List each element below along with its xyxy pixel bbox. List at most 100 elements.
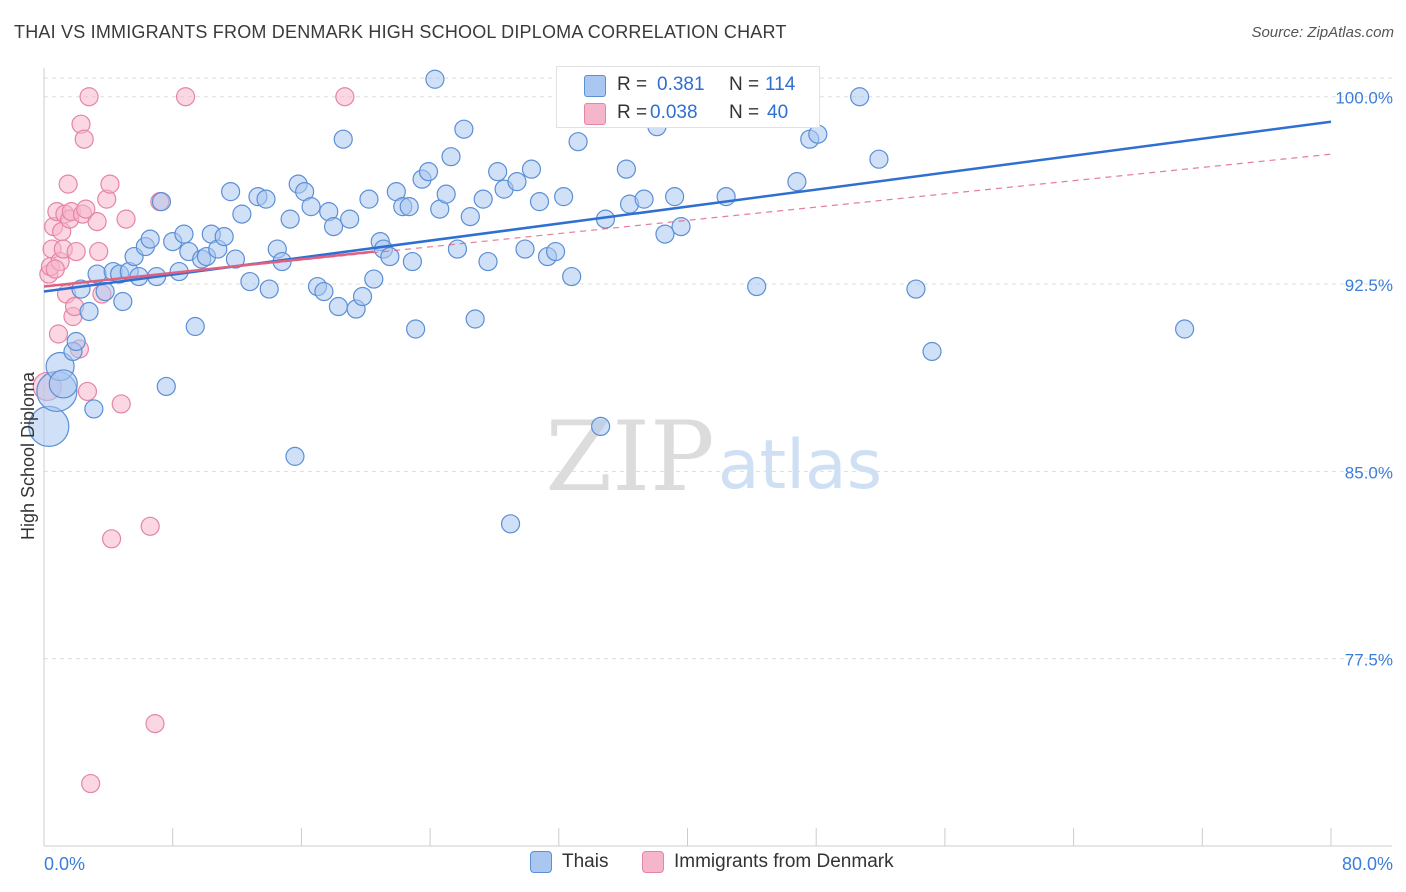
data-point: [406, 319, 426, 339]
data-point: [359, 189, 379, 209]
legend-item-denmark[interactable]: Immigrants from Denmark: [642, 851, 894, 873]
data-point: [48, 324, 69, 344]
data-point: [352, 286, 373, 307]
data-point: [84, 399, 104, 419]
legend-swatch-blue: [530, 851, 552, 873]
data-point: [399, 197, 419, 217]
data-point: [441, 147, 461, 167]
data-point: [521, 159, 542, 179]
legend-swatch-pink: [642, 851, 664, 873]
data-point: [285, 446, 305, 466]
data-point: [454, 119, 474, 139]
data-point: [328, 296, 349, 317]
data-point: [301, 197, 321, 217]
stats-swatch-denmark: [584, 103, 606, 125]
data-point: [101, 529, 122, 549]
stats-r-label: R =: [617, 74, 648, 95]
data-point: [240, 271, 260, 292]
watermark-atlas: atlas: [718, 426, 882, 505]
trendline-denmark-extended: [43, 153, 1332, 288]
data-point: [256, 189, 276, 209]
data-point: [175, 87, 196, 107]
data-point: [48, 369, 78, 399]
data-point: [74, 129, 94, 149]
data-point: [478, 251, 498, 272]
data-point: [364, 269, 384, 289]
data-point: [402, 251, 423, 272]
data-point: [545, 241, 566, 262]
legend-label: Thais: [562, 851, 609, 872]
data-point: [214, 226, 234, 247]
watermark: ZIP atlas: [545, 401, 882, 513]
grid-layer: [44, 77, 1392, 660]
legend-label: Immigrants from Denmark: [674, 851, 894, 872]
data-point: [225, 249, 246, 269]
data-point: [77, 381, 98, 402]
data-point: [174, 224, 194, 244]
data-point: [591, 416, 611, 437]
stats-n-label: N =: [729, 102, 760, 123]
data-point: [1175, 319, 1195, 339]
data-point: [100, 174, 120, 194]
points-thais: [28, 69, 1195, 534]
data-point: [380, 246, 400, 267]
data-point: [529, 192, 550, 212]
data-point: [111, 394, 131, 414]
stats-r-value: 0.381: [657, 74, 705, 95]
data-point: [507, 172, 527, 192]
data-point: [436, 184, 456, 204]
data-point: [58, 174, 78, 194]
stats-swatch-thais: [584, 75, 606, 97]
data-point: [425, 69, 445, 89]
data-point: [116, 209, 136, 229]
data-point: [616, 159, 636, 179]
data-point: [81, 773, 101, 794]
y-tick-label: 85.0%: [1345, 463, 1393, 482]
stats-r-label: R =: [617, 102, 648, 123]
data-point: [465, 309, 485, 329]
data-point: [151, 192, 172, 212]
data-point: [76, 199, 96, 219]
y-axis-title: High School Diploma: [18, 371, 38, 540]
y-tick-label: 92.5%: [1345, 276, 1393, 295]
legend-item-thais[interactable]: Thais: [530, 851, 608, 873]
data-point: [221, 182, 241, 202]
data-point: [232, 204, 252, 224]
data-point: [671, 217, 691, 237]
data-point: [185, 316, 205, 337]
data-point: [259, 279, 279, 299]
data-point: [280, 209, 300, 229]
data-point: [66, 241, 86, 262]
data-point: [787, 172, 807, 192]
data-point: [87, 212, 107, 232]
y-tick-label: 77.5%: [1345, 651, 1393, 670]
data-point: [156, 376, 176, 397]
data-point: [340, 209, 360, 229]
data-point: [460, 207, 480, 227]
data-point: [314, 281, 334, 302]
data-point: [665, 187, 685, 207]
data-point: [554, 187, 574, 207]
label-layer: 100.0% 92.5% 85.0% 77.5% 0.0% 80.0% High Schoo…: [18, 89, 1393, 874]
data-point: [634, 189, 654, 209]
data-point: [113, 291, 133, 312]
trend-layer: [43, 120, 1332, 293]
chart-legend: Thais Immigrants from Denmark: [0, 851, 1406, 881]
y-tick-label: 100.0%: [1335, 89, 1393, 108]
x-tick-label: 0.0%: [44, 854, 85, 874]
data-point: [45, 259, 65, 279]
data-point: [515, 239, 535, 259]
data-point: [869, 149, 889, 169]
data-point: [89, 241, 109, 262]
data-point: [335, 87, 355, 107]
axis-layer: [43, 68, 1392, 847]
x-tick-label: 80.0%: [1342, 854, 1393, 874]
data-point: [145, 714, 165, 734]
data-point: [568, 132, 588, 152]
watermark-zip: ZIP: [545, 401, 714, 513]
data-point: [333, 129, 353, 149]
data-point: [655, 224, 675, 244]
data-point: [140, 229, 160, 249]
data-point: [562, 266, 582, 287]
